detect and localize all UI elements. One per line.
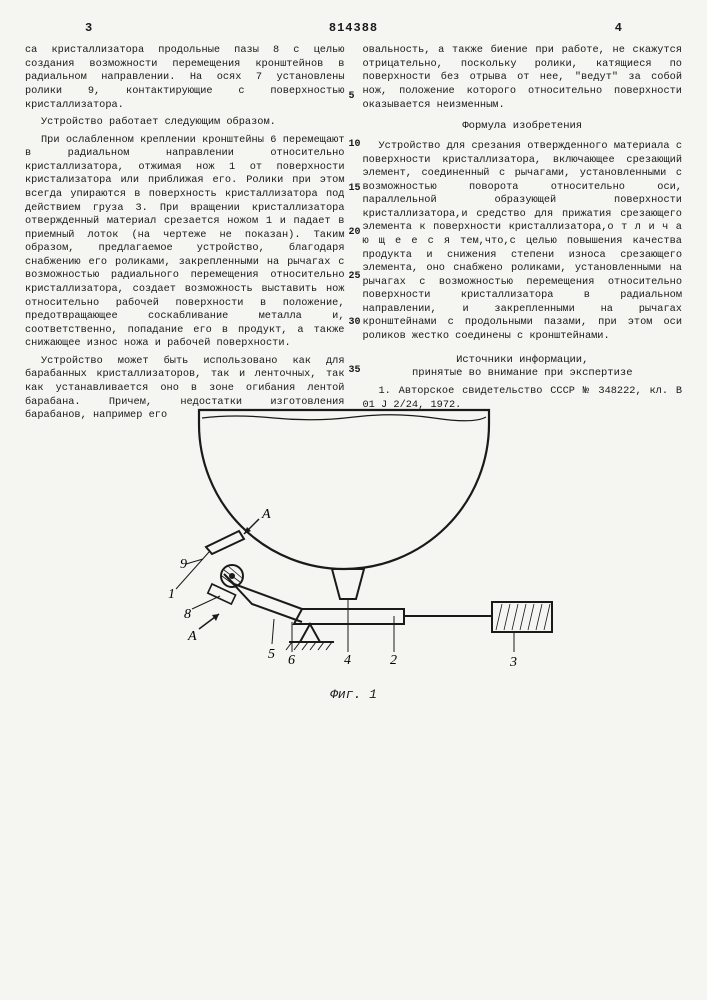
callout-2: 2 [390,653,397,668]
para-l3: При ослабленном креплении кронштейны 6 п… [25,134,345,351]
callout-6: 6 [288,653,295,668]
line-num: 5 [349,90,355,103]
figure-svg: 9 1 8 5 6 4 2 3 A A [104,404,604,684]
text-columns: са кристаллизатора продольные пазы 8 с ц… [25,44,682,394]
sources-title: Источники информации, принятые во вниман… [363,354,683,382]
line-num: 30 [349,316,361,329]
para-l4: Устройство может быть использовано как д… [25,355,345,423]
page-number-left: 3 [85,20,92,36]
document-number: 814388 [329,20,378,36]
column-left: са кристаллизатора продольные пазы 8 с ц… [25,44,345,394]
callout-8: 8 [184,607,191,622]
section-a-top: A [261,507,271,522]
para-l2: Устройство работает следующим образом. [25,116,345,130]
section-a-bottom: A [187,629,197,644]
header: 3 814388 4 [25,20,682,36]
para-l1: са кристаллизатора продольные пазы 8 с ц… [25,44,345,112]
formula-title: Формула изобретения [363,120,683,134]
callout-4: 4 [344,653,351,668]
para-r3: 1. Авторское свидетельство СССР № 348222… [363,385,683,412]
page: 3 814388 4 са кристаллизатора продольные… [0,0,707,1000]
callout-9: 9 [180,557,187,572]
line-num: 20 [349,226,361,239]
callout-5: 5 [268,647,275,662]
para-r1: овальность, а также биение при работе, н… [363,44,683,112]
figure-1: 9 1 8 5 6 4 2 3 A A Фиг. 1 [25,404,682,704]
page-number-right: 4 [615,20,622,36]
line-num: 35 [349,364,361,377]
line-num: 10 [349,138,361,151]
figure-label: Фиг. 1 [25,686,682,704]
line-num: 25 [349,270,361,283]
para-r2: Устройство для срезания отвержденного ма… [363,140,683,344]
callout-3: 3 [509,655,517,670]
callout-1: 1 [168,587,175,602]
column-right: 5 10 15 20 25 30 35 овальность, а также … [363,44,683,394]
line-num: 15 [349,182,361,195]
